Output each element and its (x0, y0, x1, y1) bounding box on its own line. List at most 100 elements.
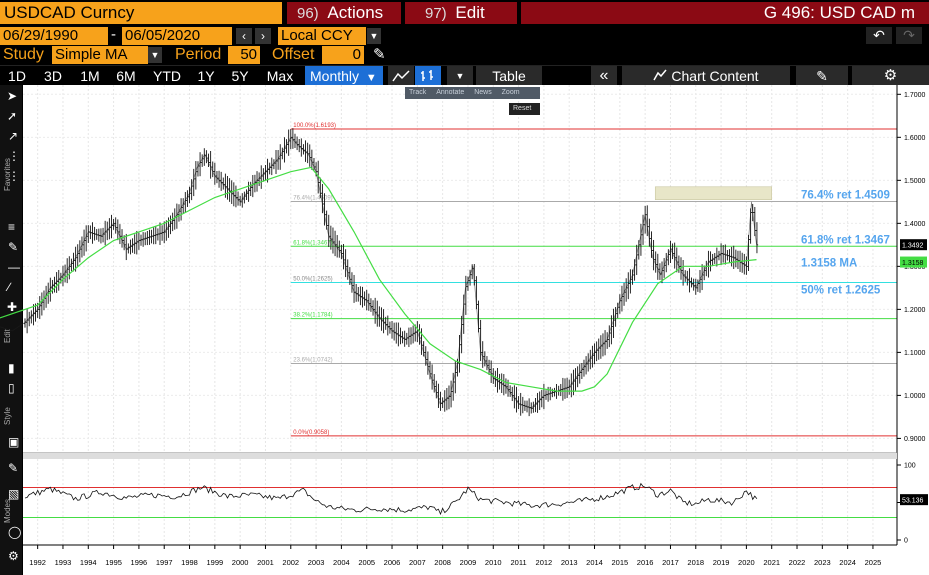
tool-track[interactable]: Track (409, 89, 427, 96)
lock-icon[interactable]: ▧ (8, 487, 20, 501)
end-date-field[interactable]: 06/05/2020 (122, 27, 232, 45)
price-chart-svg[interactable]: 100.0%(1.6193) 76.4%(1.4509) 61.8%(1.3467)… (0, 85, 929, 575)
collapse-icon[interactable]: « (591, 66, 617, 86)
range-1m-button[interactable]: 1M (80, 68, 100, 84)
x-tick-label: 2018 (687, 558, 704, 567)
x-tick-label: 2025 (865, 558, 882, 567)
settings-gear-icon[interactable]: ⚙ (852, 66, 929, 86)
actions-label: Actions (327, 3, 384, 22)
price-line (0, 136, 757, 409)
trend-icon[interactable]: ↗ (8, 129, 19, 143)
start-date-field[interactable]: 06/29/1990 (0, 27, 108, 45)
actions-number: 96) (297, 5, 319, 22)
channel-icon[interactable]: ∕ (8, 280, 11, 294)
range-1y-button[interactable]: 1Y (197, 68, 215, 84)
fib-icon[interactable]: ≡ (8, 220, 16, 234)
edit-button[interactable]: 97) Edit (405, 2, 517, 24)
edit-chart-icon[interactable]: ✎ (796, 66, 848, 86)
chart-content-label: Chart Content (671, 68, 759, 84)
crosshair-icon[interactable]: ✚ (7, 300, 18, 314)
chart-toolbar: 1D 3D 1M 6M YTD 1Y 5Y Max Monthly ▼ ▼ Ta… (0, 65, 929, 86)
candle-icon[interactable]: ⋮ (8, 169, 20, 183)
eraser-icon[interactable]: ▯ (8, 381, 15, 395)
range-ytd-button[interactable]: YTD (153, 68, 181, 84)
style-icon[interactable]: ▣ (8, 435, 20, 449)
y-tick-label: 1.7000 (904, 92, 926, 99)
fib-level-label: 76.4%(1.4509) (293, 195, 332, 201)
x-tick-label: 2006 (384, 558, 401, 567)
x-tick-label: 2023 (814, 558, 831, 567)
next-period-button[interactable]: › (255, 28, 271, 44)
undo-icon[interactable]: ↶ (866, 27, 892, 44)
gear-small-icon[interactable]: ⚙ (8, 549, 19, 563)
mode-icon[interactable]: ◯ (8, 525, 22, 539)
range-3d-button[interactable]: 3D (44, 68, 62, 84)
text-tool-icon[interactable]: ▮ (8, 361, 15, 375)
line-chart-icon[interactable] (388, 66, 414, 86)
y-axis-bg (897, 85, 929, 575)
x-tick-label: 2012 (536, 558, 553, 567)
x-tick-label: 2014 (586, 558, 603, 567)
range-5y-button[interactable]: 5Y (231, 68, 249, 84)
tool-news[interactable]: News (474, 89, 492, 96)
x-tick-label: 2000 (232, 558, 249, 567)
start-date-text: 06/29/1990 (3, 27, 79, 44)
ruler-icon[interactable]: ✎ (8, 461, 19, 475)
redo-icon[interactable]: ↷ (896, 27, 922, 44)
x-tick-label: 2016 (637, 558, 654, 567)
range-1d-button[interactable]: 1D (8, 68, 26, 84)
hline-icon[interactable]: — (8, 260, 20, 274)
tool-zoom[interactable]: Zoom (501, 89, 520, 96)
currency-select[interactable]: Local CCY (278, 27, 366, 45)
chart-area: ➤ ➚ ↗ ⋮ ⋮ Favorites ≡ ✎ — ∕ ✚ Edit ▮ ▯ S… (0, 85, 929, 575)
y-tick-label: 1.5000 (904, 178, 926, 185)
prev-period-button[interactable]: ‹ (236, 28, 252, 44)
x-tick-label: 2011 (511, 558, 527, 567)
x-tick-label: 2008 (434, 558, 451, 567)
ticker-field[interactable]: USDCAD Curncy (0, 2, 282, 24)
x-tick-label: 2003 (308, 558, 325, 567)
y-tick-label: 0.9000 (904, 436, 926, 443)
fib-level-label: 0.0%(0.9058) (293, 430, 329, 436)
rsi-last-text: 53.136 (902, 498, 924, 505)
fib-level-label: 23.6%(1.0742) (293, 357, 332, 363)
fib-level-label: 100.0%(1.6193) (293, 123, 336, 129)
bracket-icon[interactable]: ⋮ (8, 149, 20, 163)
range-max-button[interactable]: Max (266, 68, 294, 84)
chart-content-button[interactable]: Chart Content (622, 66, 790, 86)
offset-label: Offset (272, 46, 315, 63)
x-tick-label: 1994 (80, 558, 97, 567)
rsi-tick-label: 100 (904, 463, 916, 470)
pane-divider (23, 453, 897, 459)
draw-line-icon[interactable]: ➚ (7, 109, 18, 123)
x-tick-label: 2015 (611, 558, 628, 567)
frequency-select[interactable]: Monthly ▼ (305, 66, 383, 86)
annotation-toolbar: Track Annotate News Zoom (405, 87, 540, 99)
y-tick-label: 1.1000 (904, 350, 926, 357)
pointer-icon[interactable]: ➤ (7, 89, 18, 103)
study-select[interactable]: Simple MA (52, 46, 148, 64)
period-label: Period (175, 46, 222, 63)
fib-level-label: 38.2%(1.1784) (293, 313, 332, 319)
x-tick-label: 2009 (460, 558, 477, 567)
table-button[interactable]: Table (476, 66, 542, 86)
pencil-icon[interactable]: ✎ (373, 46, 386, 63)
offset-input[interactable]: 0 (322, 46, 364, 64)
range-6m-button[interactable]: 6M (116, 68, 136, 84)
date-separator: - (111, 26, 116, 43)
y-tick-label: 1.6000 (904, 135, 926, 142)
chart-type-dropdown-icon[interactable]: ▼ (447, 66, 473, 86)
currency-dropdown-icon[interactable]: ▼ (367, 28, 381, 44)
period-input[interactable]: 50 (228, 46, 260, 64)
frequency-dropdown-icon: ▼ (365, 72, 377, 84)
actions-button[interactable]: 96) Actions (287, 2, 401, 24)
reset-button[interactable]: Reset (509, 103, 540, 115)
bar-chart-icon[interactable] (415, 66, 441, 86)
tool-annotate[interactable]: Annotate (436, 89, 465, 96)
study-dropdown-icon[interactable]: ▼ (148, 47, 162, 63)
pen-icon[interactable]: ✎ (8, 240, 19, 254)
x-tick-label: 2010 (485, 558, 502, 567)
y-tick-label: 1.2000 (904, 307, 926, 314)
study-row: Study Simple MA ▼ Period 50 Offset 0 ✎ (0, 45, 929, 65)
x-tick-label: 2005 (358, 558, 375, 567)
